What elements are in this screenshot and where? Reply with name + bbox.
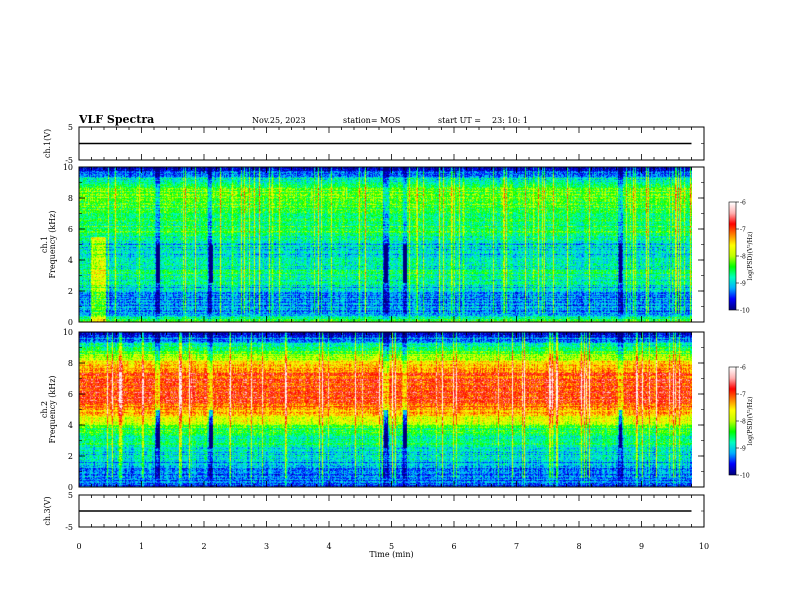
colorbar-tick-label: -10 (740, 473, 750, 480)
y-tick-label: 2 (68, 287, 73, 296)
y-tick-label: 0 (68, 483, 73, 492)
colorbar-tick-label: -8 (740, 254, 746, 261)
x-tick-label: 4 (326, 542, 331, 551)
x-tick-label: 5 (389, 542, 394, 551)
colorbar-gradient (729, 367, 736, 475)
frequency-axis-label: Frequency (kHz) (48, 375, 57, 443)
colorbar-tick-label: -10 (740, 308, 750, 315)
y-tick-label: 10 (63, 163, 73, 172)
y-tick-label: 6 (68, 390, 73, 399)
colorbar-label: log(PSD)(V²/Hz) (747, 232, 754, 281)
start-ut-label: start UT = (438, 116, 481, 125)
y-tick-label: 6 (68, 225, 73, 234)
colorbar-gradient (729, 202, 736, 310)
colorbar-label: log(PSD)(V²/Hz) (747, 397, 754, 446)
colorbar-tick-label: -8 (740, 419, 746, 426)
y-tick-label: 4 (68, 421, 73, 430)
colorbar-tick-label: -6 (740, 365, 746, 372)
colorbar-tick-label: -9 (740, 281, 746, 288)
start-ut-value: 23: 10: 1 (492, 116, 528, 125)
date-label: Nov.25, 2023 (252, 116, 306, 125)
x-tick-label: 2 (201, 542, 206, 551)
colorbar-1: -6 -7 -8 -9 -10 log(PSD)(V²/Hz) (728, 200, 754, 315)
colorbar-tick-label: -6 (740, 200, 746, 207)
ch3-voltage-panel: 5 -5 ch.3(V) (43, 491, 705, 532)
x-tick-label: 6 (451, 542, 456, 551)
x-tick-label: 8 (576, 542, 581, 551)
y-tick-label: 0 (68, 318, 73, 327)
ch2-spectrogram-panel: 0 2 4 6 8 10 ch.2 Frequency (kHz) (40, 328, 705, 492)
x-tick-label: 3 (264, 542, 269, 551)
voltage-axis-label: ch.3(V) (43, 496, 52, 525)
x-tick-label: 9 (639, 542, 644, 551)
colorbar-tick-label: -7 (740, 392, 746, 399)
channel-label: ch.2 (40, 401, 49, 418)
y-tick-label: 8 (68, 194, 73, 203)
colorbar-tick-label: -7 (740, 227, 746, 234)
ch2-spectrogram-raster (79, 332, 692, 487)
y-tick-label: 4 (68, 256, 73, 265)
y-tick-label: 10 (63, 328, 73, 337)
x-tick-label: 7 (514, 542, 519, 551)
x-tick-label: 10 (699, 542, 709, 551)
ch1-voltage-panel: 5 -5 ch.1(V) (43, 123, 705, 165)
y-tick-label: -5 (65, 523, 73, 532)
colorbar-tick-label: -9 (740, 446, 746, 453)
y-tick-label: 2 (68, 452, 73, 461)
frequency-axis-label: Frequency (kHz) (48, 210, 57, 278)
x-axis-label: Time (min) (369, 550, 413, 559)
ch1-spectrogram-raster (79, 167, 692, 322)
colorbar-2: -6 -7 -8 -9 -10 log(PSD)(V²/Hz) (728, 365, 754, 480)
y-tick-label: 8 (68, 359, 73, 368)
x-tick-label: 1 (139, 542, 144, 551)
voltage-axis-label: ch.1(V) (43, 129, 52, 158)
y-tick-label: 5 (68, 491, 73, 500)
chart-title: VLF Spectra (79, 113, 155, 126)
y-tick-label: 5 (68, 123, 73, 132)
station-label: station= MOS (343, 116, 401, 125)
y-tick-label: -5 (65, 156, 73, 165)
channel-label: ch.1 (40, 236, 49, 253)
ch1-spectrogram-panel: 0 2 4 6 8 10 ch.1 Frequency (kHz) (40, 163, 705, 327)
x-tick-label: 0 (76, 542, 81, 551)
